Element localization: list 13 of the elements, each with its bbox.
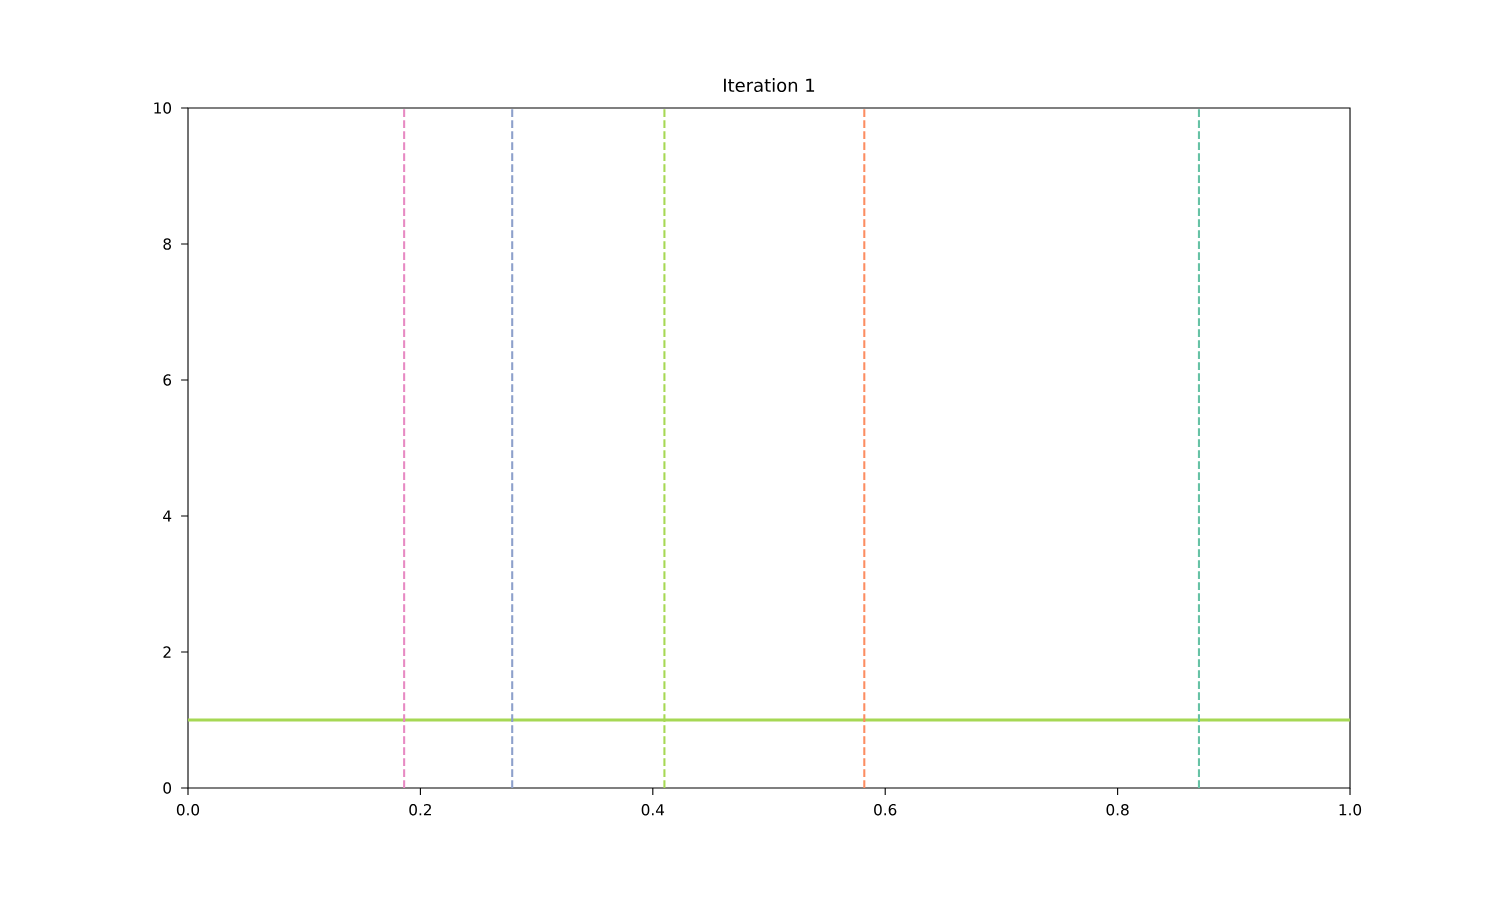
x-tick-label: 0.2 (409, 803, 431, 816)
x-tick-label: 1.0 (1339, 803, 1362, 816)
x-tick-label: 0.0 (176, 803, 200, 816)
y-tick-label: 8 (163, 238, 171, 250)
y-tick-label: 4 (163, 510, 172, 522)
y-tick-label: 0 (163, 782, 172, 794)
y-tick-label: 6 (163, 374, 172, 386)
chart-title: Iteration 1 (724, 78, 815, 93)
x-tick-label: 0.6 (874, 803, 897, 816)
x-tick-label: 0.4 (641, 803, 665, 816)
x-tick-label: 0.8 (1106, 803, 1129, 816)
y-tick-label: 2 (163, 646, 171, 658)
y-tick-label: 10 (154, 102, 172, 114)
